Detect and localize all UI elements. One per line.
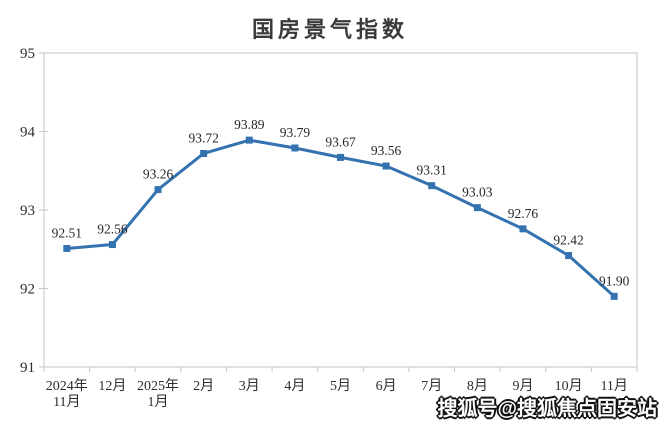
- data-point-label: 93.79: [280, 125, 311, 140]
- data-point-marker: [565, 252, 573, 260]
- chart-title: 国房景气指数: [251, 17, 408, 42]
- data-point-marker: [245, 136, 253, 144]
- data-point-marker: [200, 149, 208, 157]
- x-axis-label: 2月: [193, 378, 214, 394]
- data-point-marker: [337, 153, 344, 161]
- y-axis-label: 93: [20, 203, 35, 219]
- x-axis-label: 3月: [239, 378, 260, 394]
- data-point-label: 93.03: [462, 185, 493, 200]
- data-point-marker: [154, 186, 162, 194]
- data-point-label: 93.67: [325, 134, 356, 149]
- data-point-label: 93.89: [234, 117, 265, 132]
- y-axis-label: 94: [20, 125, 36, 141]
- data-point-label: 92.42: [553, 233, 583, 248]
- x-axis-label: 5月: [330, 378, 351, 394]
- data-point-marker: [108, 241, 116, 249]
- x-axis-label: 8月: [467, 378, 488, 394]
- data-point-label: 92.51: [52, 225, 82, 240]
- data-point-marker: [610, 292, 618, 300]
- x-axis-label: 2024年: [46, 378, 88, 394]
- x-axis-label: 11月: [600, 378, 627, 394]
- x-axis-label: 2025年: [137, 378, 179, 394]
- data-point-label: 93.72: [188, 130, 218, 145]
- data-point-label: 93.26: [143, 167, 174, 182]
- data-point-label: 91.90: [599, 273, 630, 288]
- x-axis-label: 4月: [284, 378, 305, 394]
- data-point-marker: [382, 162, 390, 170]
- data-point-label: 93.31: [417, 163, 447, 178]
- data-point-marker: [63, 244, 71, 252]
- watermark: 搜狐号@搜狐焦点固安站: [437, 398, 657, 420]
- plot-border: [43, 52, 638, 368]
- x-axis-label: 1月: [148, 394, 169, 410]
- data-point-label: 92.76: [508, 206, 539, 221]
- data-point-label: 92.56: [97, 222, 128, 237]
- x-axis-label: 6月: [376, 378, 397, 394]
- data-point-marker: [291, 144, 299, 152]
- data-point-marker: [519, 225, 527, 233]
- x-axis-label: 10月: [555, 378, 583, 394]
- data-point-label: 93.56: [371, 143, 402, 158]
- x-axis-label: 9月: [512, 378, 533, 394]
- y-axis-label: 92: [20, 282, 35, 298]
- x-axis-label: 12月: [98, 378, 126, 394]
- y-axis-label: 91: [20, 360, 35, 376]
- data-point-marker: [428, 182, 436, 190]
- data-point-marker: [473, 204, 481, 212]
- x-axis-label: 7月: [421, 378, 442, 394]
- x-axis-label: 11月: [53, 394, 80, 410]
- y-axis-label: 95: [20, 46, 35, 62]
